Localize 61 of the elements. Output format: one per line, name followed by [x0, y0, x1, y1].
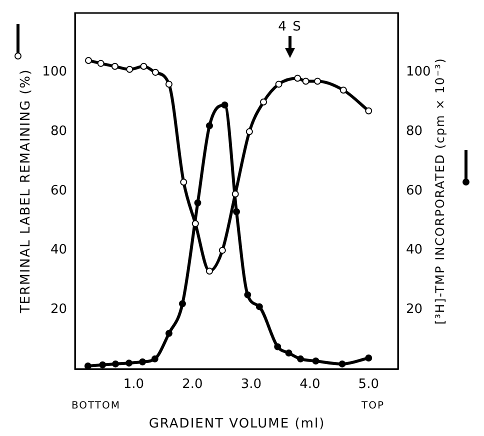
y-tick-label: 80 [50, 124, 67, 140]
point [274, 343, 282, 350]
annotation: 4 S [278, 20, 302, 34]
point [218, 246, 226, 254]
point [140, 62, 148, 70]
point [260, 98, 268, 106]
point [126, 360, 133, 367]
point [206, 268, 213, 275]
point [126, 66, 134, 73]
point [302, 78, 310, 85]
point [297, 355, 304, 362]
point [338, 360, 346, 368]
point [99, 361, 106, 368]
y2-tick-label: 40 [406, 242, 423, 258]
y-tick-label: 100 [42, 64, 67, 80]
point [233, 208, 240, 216]
x-tick-label: 2.0 [182, 377, 203, 392]
point [340, 86, 347, 94]
point [152, 68, 159, 76]
point [165, 330, 172, 337]
point [139, 358, 146, 366]
point [232, 190, 239, 198]
x-tick-label: 4.0 [300, 377, 320, 392]
point [192, 220, 199, 228]
point [365, 107, 372, 114]
point [112, 360, 120, 368]
point [314, 78, 322, 85]
point [285, 349, 292, 356]
point [275, 80, 282, 88]
x-tick-label: 5.0 [358, 377, 379, 392]
point [151, 355, 158, 362]
point [111, 62, 118, 70]
point [180, 178, 188, 186]
y2-tick-label: 60 [406, 183, 423, 198]
y-axis-title: TERMINAL LABEL REMAINING (%) [18, 68, 34, 314]
point [312, 357, 320, 364]
point [365, 354, 372, 362]
point [194, 199, 202, 206]
y2-tick-label: 80 [406, 124, 423, 140]
point [256, 303, 263, 310]
point [178, 300, 186, 308]
y2-axis-title: [³H]-TMP INCORPORATED (cpm × 10⁻³) [433, 58, 447, 324]
y-tick-label: 20 [50, 302, 67, 318]
point [221, 101, 228, 108]
y-tick-label: 40 [50, 242, 67, 258]
text: BOTTOM [71, 400, 121, 412]
point [246, 128, 253, 136]
text: TOP [361, 400, 385, 412]
point [244, 291, 252, 298]
y2-tick-label: 20 [406, 302, 423, 318]
point [85, 56, 92, 64]
y2-tick-label: 100 [406, 64, 431, 80]
point [97, 60, 104, 67]
point [84, 362, 92, 369]
x-axis-title: GRADIENT VOLUME (ml) [148, 416, 326, 432]
point [206, 122, 213, 130]
point [294, 74, 302, 82]
point [165, 80, 172, 88]
x-tick-label: 3.0 [240, 377, 262, 392]
y-tick-label: 60 [50, 183, 67, 198]
x-tick-label: 1.0 [123, 377, 144, 392]
